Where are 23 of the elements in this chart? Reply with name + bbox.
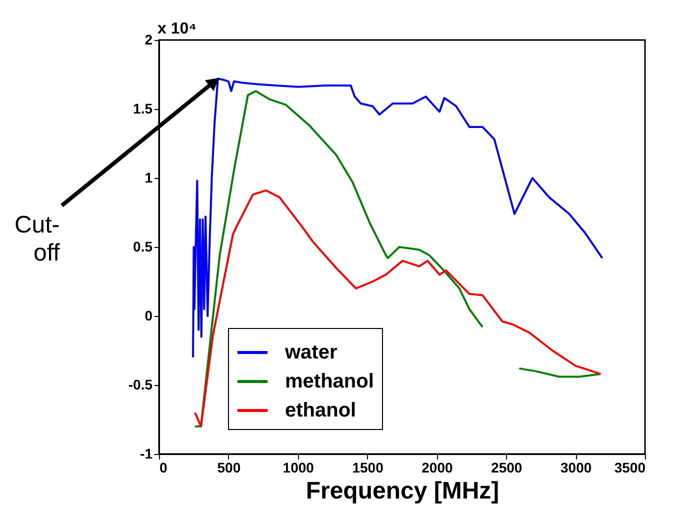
legend-label: ethanol xyxy=(285,400,356,422)
y-tick-label: 0.5 xyxy=(133,238,153,254)
y-tick-label: 1.5 xyxy=(133,100,153,116)
y-axis-title: x 10⁴ xyxy=(158,20,197,38)
legend-label: water xyxy=(284,342,338,364)
y-tick-label: -1 xyxy=(140,446,153,462)
y-tick-label: 1 xyxy=(144,170,153,186)
x-tick-label: 0 xyxy=(160,460,168,476)
x-axis-title: Frequency [MHz] xyxy=(306,478,500,504)
x-tick-label: 1500 xyxy=(352,460,384,476)
y-tick-label: 2 xyxy=(144,32,153,48)
x-tick-label: 2500 xyxy=(491,460,522,476)
legend-label: methanol xyxy=(285,370,374,392)
line-series xyxy=(192,78,604,358)
x-tick-label: 500 xyxy=(217,460,241,476)
x-tick-label: 1000 xyxy=(282,460,314,476)
y-tick-label: 0 xyxy=(144,308,153,324)
x-tick-label: 3500 xyxy=(614,460,646,476)
y-tick-label: -0.5 xyxy=(128,376,153,392)
x-tick-label: 2000 xyxy=(422,460,453,476)
annotation: Cut-off xyxy=(14,212,60,267)
line-series xyxy=(194,189,602,428)
x-tick-label: 3000 xyxy=(560,460,592,476)
